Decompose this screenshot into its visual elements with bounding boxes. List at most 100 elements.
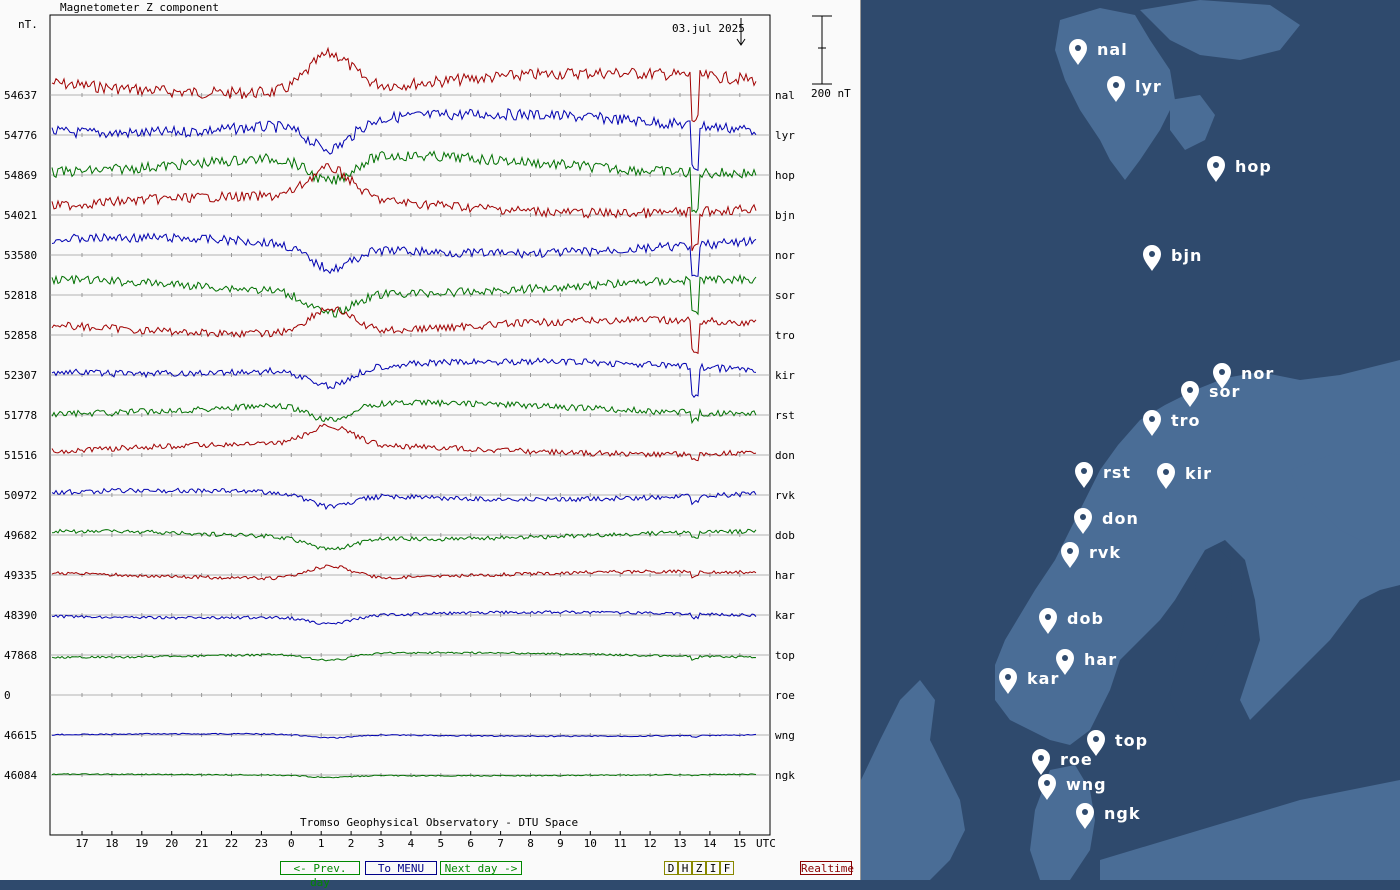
map-pin-don[interactable]: don [1074, 508, 1139, 534]
pin-icon [1038, 774, 1056, 800]
station-label-har: har [775, 569, 795, 582]
map-pin-top[interactable]: top [1087, 730, 1148, 756]
map-pin-ngk[interactable]: ngk [1076, 803, 1140, 829]
pin-icon [1143, 245, 1161, 271]
map-station-label: rst [1103, 463, 1131, 482]
map-pin-tro[interactable]: tro [1143, 410, 1201, 436]
map-pin-dob[interactable]: dob [1039, 608, 1104, 634]
kola-landmass [1290, 450, 1400, 545]
x-tick-label: 1 [318, 837, 325, 850]
map-pin-hop[interactable]: hop [1207, 156, 1272, 182]
series-line-bjn [51, 163, 757, 252]
component-f-button[interactable]: F [720, 861, 734, 875]
map-pin-bjn[interactable]: bjn [1143, 245, 1202, 271]
baseline-value-label: 52307 [4, 369, 37, 382]
chart-date: 03.jul 2025 [672, 22, 745, 35]
series-line-hop [51, 150, 757, 214]
series-line-har [51, 564, 757, 581]
magnetogram-chart: Magnetometer Z component 03.jul 2025 nT.… [4, 1, 851, 850]
x-tick-label: 8 [527, 837, 534, 850]
pin-icon [1213, 363, 1231, 389]
x-tick-label: 10 [584, 837, 597, 850]
x-tick-label: 6 [467, 837, 474, 850]
pin-icon [1069, 39, 1087, 65]
map-pin-kar[interactable]: kar [999, 668, 1059, 694]
plot-frame [49, 14, 771, 836]
map-station-label: roe [1060, 750, 1093, 769]
station-label-dob: dob [775, 529, 795, 542]
baseline-value-label: 54869 [4, 169, 37, 182]
series-line-don [51, 423, 757, 462]
station-label-nal: nal [775, 89, 795, 102]
series-line-tro [51, 306, 757, 355]
station-label-wng: wng [775, 729, 795, 742]
station-label-hop: hop [775, 169, 795, 182]
pin-icon [1039, 608, 1057, 634]
baseline-value-label: 49335 [4, 569, 37, 582]
scale-label: 200 nT [811, 87, 851, 100]
chart-title: Magnetometer Z component [60, 1, 219, 14]
watermark-text: Tromso Geophysical Observatory - DTU Spa… [300, 816, 578, 829]
pin-icon [1157, 463, 1175, 489]
series-line-top [51, 651, 757, 662]
map-pin-nal[interactable]: nal [1069, 39, 1128, 65]
map-pin-rvk[interactable]: rvk [1061, 542, 1121, 568]
series-line-kir [51, 357, 757, 398]
map-pin-sor[interactable]: sor [1181, 381, 1240, 407]
station-label-sor: sor [775, 289, 795, 302]
component-h-button[interactable]: H [678, 861, 692, 875]
map-pin-nor[interactable]: nor [1213, 363, 1274, 389]
map-station-label: kir [1185, 464, 1212, 483]
series-line-dob [51, 528, 757, 551]
x-tick-label: 11 [614, 837, 627, 850]
component-z-button[interactable]: Z [692, 861, 706, 875]
magnetogram-panel: Magnetometer Z component 03.jul 2025 nT.… [0, 0, 861, 880]
map-pin-rst[interactable]: rst [1075, 462, 1131, 488]
pin-icon [1056, 649, 1074, 675]
map-pin-kir[interactable]: kir [1157, 463, 1212, 489]
component-d-button[interactable]: D [664, 861, 678, 875]
map-station-label: wng [1066, 775, 1107, 794]
station-label-don: don [775, 449, 795, 462]
component-i-button[interactable]: I [706, 861, 720, 875]
pin-icon [1074, 508, 1092, 534]
series-line-nal [51, 46, 757, 123]
map-pin-roe[interactable]: roe [1032, 749, 1093, 775]
baseline-value-label: 46615 [4, 729, 37, 742]
x-axis-unit: UTC [756, 837, 776, 850]
baseline-value-label: 53580 [4, 249, 37, 262]
series-line-nor [51, 232, 757, 277]
map-station-label: dob [1067, 609, 1104, 628]
x-tick-label: 0 [288, 837, 295, 850]
baseline-value-label: 0 [4, 689, 11, 702]
baseline-value-label: 50972 [4, 489, 37, 502]
menu-button[interactable]: To MENU [365, 861, 437, 875]
x-tick-label: 17 [75, 837, 88, 850]
x-tick-label: 3 [378, 837, 385, 850]
pin-icon [1207, 156, 1225, 182]
station-label-lyr: lyr [775, 129, 795, 142]
realtime-button[interactable]: Realtime [800, 861, 854, 875]
pin-icon [1107, 76, 1125, 102]
station-label-rvk: rvk [775, 489, 795, 502]
x-tick-label: 7 [497, 837, 504, 850]
map-station-label: tro [1171, 411, 1201, 430]
series-line-wng [52, 732, 757, 739]
map-pin-lyr[interactable]: lyr [1107, 76, 1162, 102]
prev-day-button[interactable]: <- Prev. day [280, 861, 360, 889]
map-station-label: sor [1209, 382, 1240, 401]
baseline-value-label: 52858 [4, 329, 37, 342]
station-label-kar: kar [775, 609, 795, 622]
map-pin-wng[interactable]: wng [1038, 774, 1107, 800]
pin-icon [1181, 381, 1199, 407]
edgeoya-landmass [1170, 95, 1215, 150]
next-day-button[interactable]: Next day -> [440, 861, 522, 875]
baltic-south-landmass [1100, 780, 1400, 880]
date-arrow-head [736, 38, 746, 46]
map-pin-har[interactable]: har [1056, 649, 1117, 675]
baseline-value-label: 49682 [4, 529, 37, 542]
station-label-roe: roe [775, 689, 795, 702]
x-tick-label: 4 [408, 837, 415, 850]
x-tick-label: 12 [643, 837, 656, 850]
